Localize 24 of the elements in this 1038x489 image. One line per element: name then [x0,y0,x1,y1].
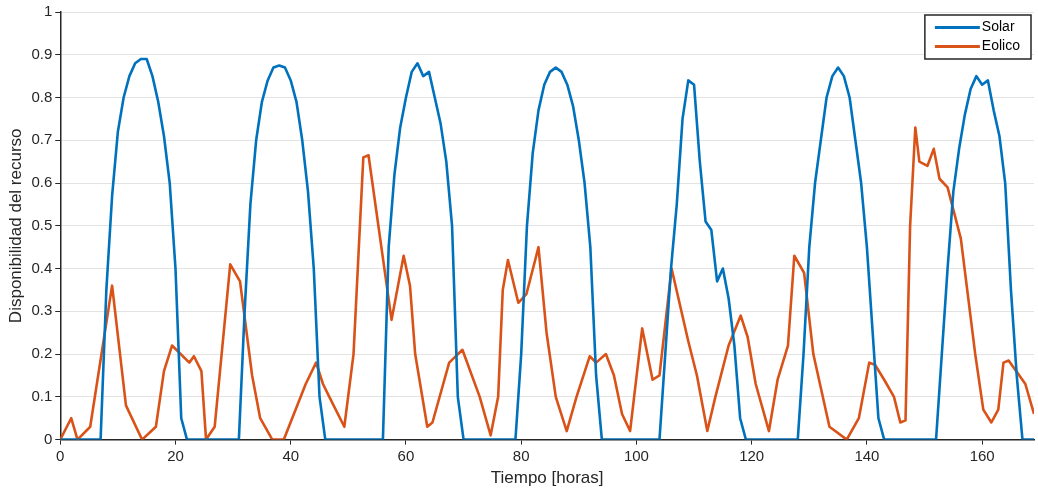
x-axis-title: Tiempo [horas] [490,468,604,488]
x-tick-label: 40 [282,446,300,464]
y-tick-label: 0.9 [31,44,53,62]
legend-label: Eolico [981,37,1021,54]
y-axis-title: Disponibilidad del recurso [5,128,25,324]
y-tick-label: 0.4 [31,258,53,276]
legend-label: Solar [981,18,1015,35]
x-tick-label: 20 [167,446,184,464]
x-tick-label: 80 [512,446,530,464]
y-tick-label: 0 [43,429,53,447]
y-tick-label: 0.2 [31,344,53,362]
x-tick-label: 0 [56,446,65,464]
y-tick-label: 0.5 [31,215,53,233]
y-tick-label: 0.8 [31,87,53,105]
y-tick-label: 1 [43,2,53,20]
y-tick-label: 0.7 [31,130,53,148]
y-tick-label: 0.6 [31,173,53,191]
x-tick-label: 140 [854,446,880,464]
x-tick-label: 120 [739,446,765,464]
x-tick-label: 60 [397,446,415,464]
y-tick-label: 0.1 [31,386,53,404]
x-tick-label: 160 [969,446,995,464]
y-tick-label: 0.3 [31,301,53,319]
x-tick-label: 100 [623,446,649,464]
